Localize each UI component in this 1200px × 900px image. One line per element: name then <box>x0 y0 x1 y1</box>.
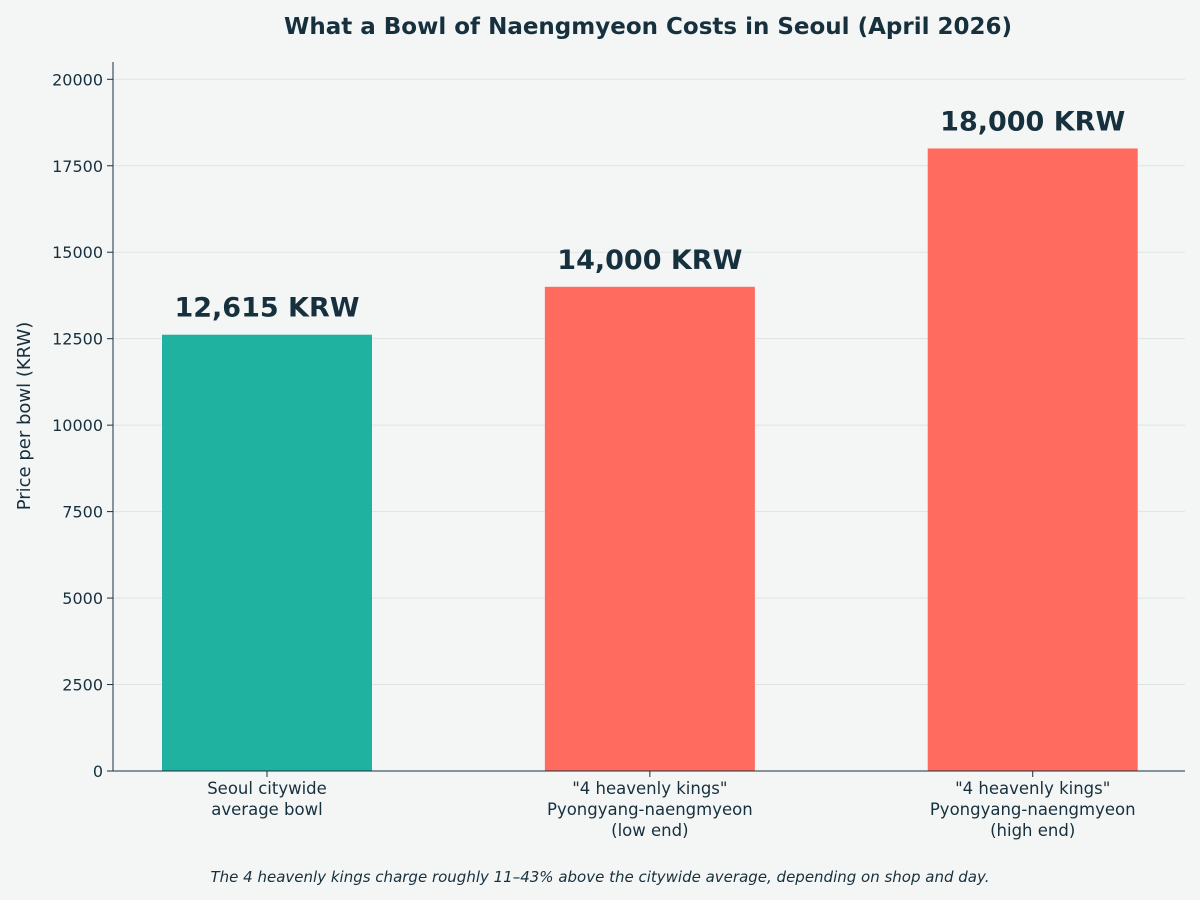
y-tick-label: 17500 <box>52 157 103 176</box>
y-tick-label: 0 <box>93 762 103 781</box>
bar <box>544 286 755 771</box>
y-tick-label: 15000 <box>52 243 103 262</box>
y-axis-label: Price per bowl (KRW) <box>14 322 35 511</box>
bar <box>927 148 1138 772</box>
y-tick-label: 20000 <box>52 70 103 89</box>
x-category-label-line: Pyongyang-naengmyeon <box>930 800 1136 819</box>
x-category-label-line: "4 heavenly kings" <box>955 779 1110 798</box>
x-category-label: Seoul citywide average bowl <box>207 779 327 819</box>
bars <box>162 148 1138 772</box>
y-tick-label: 5000 <box>62 589 103 608</box>
x-category-label-line: Pyongyang-naengmyeon <box>547 800 753 819</box>
x-category-label-line: Seoul citywide <box>207 779 327 798</box>
x-category-label-line: average bowl <box>211 800 322 819</box>
y-tick-label: 12500 <box>52 330 103 349</box>
axes: 0 2500 5000 7500 10000 12500 15000 17500 20000 Se… <box>52 62 1185 840</box>
labels: 12,615 KRW 14,000 KRW 18,000 KRW <box>174 106 1125 323</box>
x-category-label: "4 heavenly kings" Pyongyang-naengmyeon (h… <box>930 779 1136 840</box>
chart-title: What a Bowl of Naengmyeon Costs in Seoul… <box>284 14 1012 40</box>
x-category-label-line: (high end) <box>990 821 1075 840</box>
chart-caption: The 4 heavenly kings charge roughly 11–4… <box>211 868 990 886</box>
x-category-label-line: "4 heavenly kings" <box>572 779 727 798</box>
x-category-label-line: (low end) <box>611 821 688 840</box>
x-category-label: "4 heavenly kings" Pyongyang-naengmyeon (l… <box>547 779 753 840</box>
y-tick-label: 7500 <box>62 503 103 522</box>
y-tick-label: 10000 <box>52 416 103 435</box>
bar-value-label: 18,000 KRW <box>940 106 1125 137</box>
y-tick-label: 2500 <box>62 676 103 695</box>
bar-value-label: 14,000 KRW <box>557 245 742 276</box>
bar <box>162 334 372 771</box>
bar-value-label: 12,615 KRW <box>174 293 359 324</box>
